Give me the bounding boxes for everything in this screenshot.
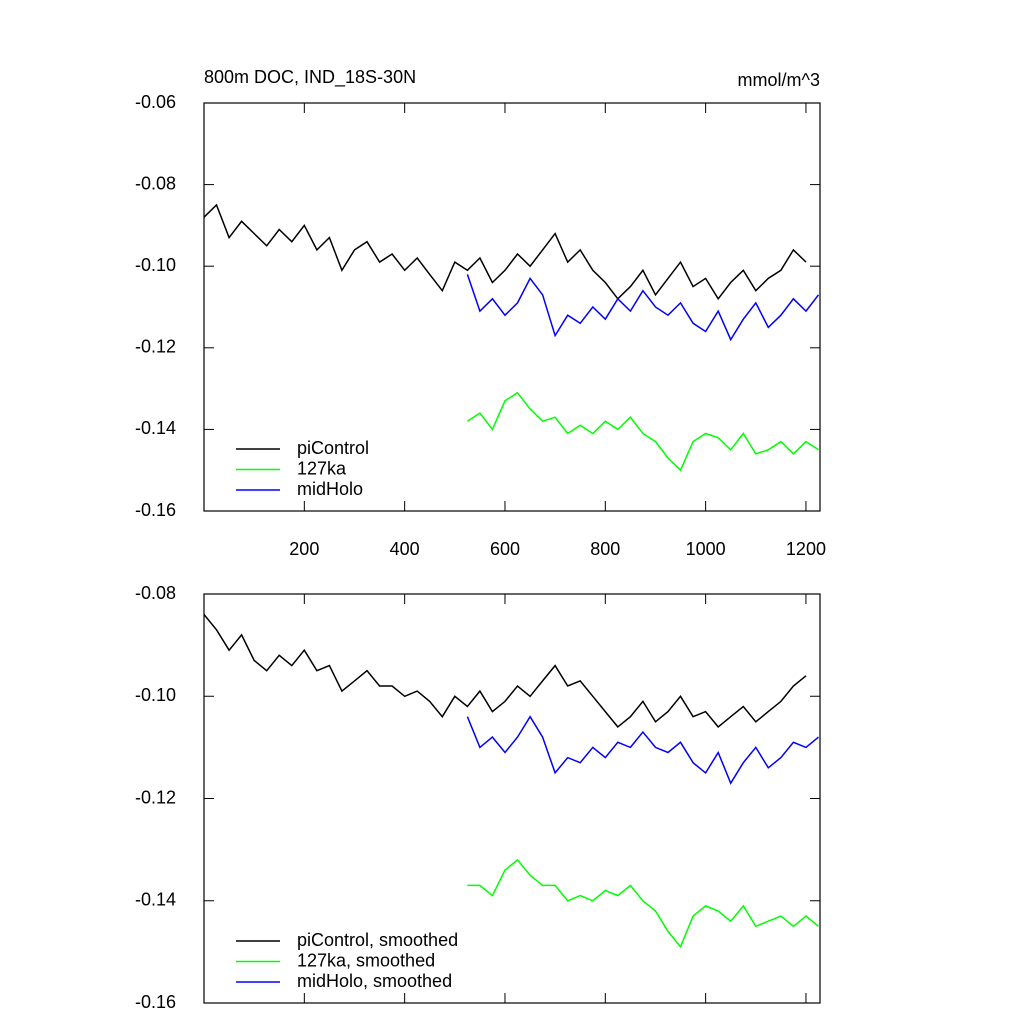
y-tick-label: -0.16 [135,500,176,520]
x-tick-label: 1000 [686,539,726,559]
series-line [466,715,819,785]
x-tick-label: 200 [289,539,319,559]
series-line [466,391,819,472]
x-tick-label: 800 [590,539,620,559]
legend-label: piControl [297,438,369,458]
y-tick-label: -0.14 [135,890,176,910]
legend-label: midHolo, smoothed [297,971,452,991]
legend-label: 127ka, smoothed [297,950,435,970]
y-tick-label: -0.08 [135,583,176,603]
series-line [203,614,807,728]
y-tick-label: -0.14 [135,418,176,438]
series-line [467,858,819,949]
x-tick-label: 600 [490,539,520,559]
series-line [203,203,807,301]
legend-label: piControl, smoothed [297,930,458,950]
y-tick-label: -0.16 [135,992,176,1012]
y-tick-label: -0.12 [135,337,176,357]
y-tick-label: -0.12 [135,787,176,807]
units-label: mmol/m^3 [738,70,820,90]
legend-label: 127ka [297,458,347,478]
chart-title: 800m DOC, IND_18S-30N [204,67,416,88]
x-tick-label: 1200 [786,539,826,559]
y-tick-label: -0.06 [135,92,176,112]
plot-frame [203,102,821,512]
x-tick-label: 400 [390,539,420,559]
series-line [466,274,820,342]
legend-label: midHolo [297,479,363,499]
y-tick-label: -0.08 [135,173,176,193]
y-tick-label: -0.10 [135,685,176,705]
y-tick-label: -0.10 [135,255,176,275]
